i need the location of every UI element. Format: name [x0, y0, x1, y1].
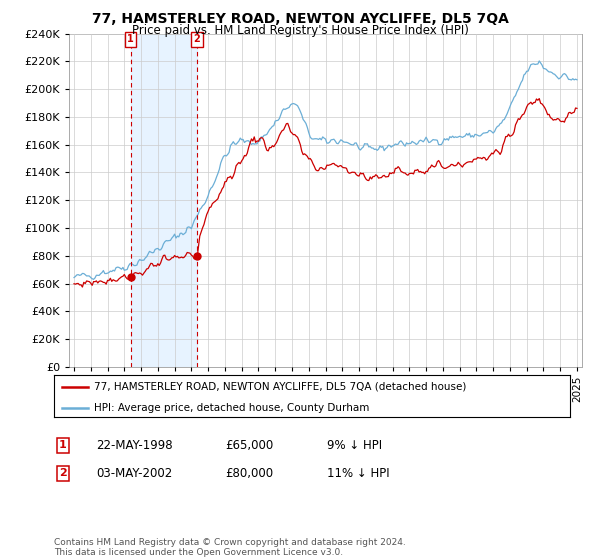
Text: 9% ↓ HPI: 9% ↓ HPI: [327, 438, 382, 452]
Text: 77, HAMSTERLEY ROAD, NEWTON AYCLIFFE, DL5 7QA: 77, HAMSTERLEY ROAD, NEWTON AYCLIFFE, DL…: [92, 12, 508, 26]
Text: £80,000: £80,000: [225, 466, 273, 480]
Text: 1: 1: [127, 34, 134, 44]
Text: 1: 1: [59, 440, 67, 450]
Text: 11% ↓ HPI: 11% ↓ HPI: [327, 466, 389, 480]
Text: 77, HAMSTERLEY ROAD, NEWTON AYCLIFFE, DL5 7QA (detached house): 77, HAMSTERLEY ROAD, NEWTON AYCLIFFE, DL…: [94, 382, 467, 392]
Bar: [131, 34, 197, 367]
Text: 2: 2: [194, 34, 200, 44]
Text: 2: 2: [59, 468, 67, 478]
Text: Contains HM Land Registry data © Crown copyright and database right 2024.
This d: Contains HM Land Registry data © Crown c…: [54, 538, 406, 557]
Text: £65,000: £65,000: [225, 438, 273, 452]
Text: Price paid vs. HM Land Registry's House Price Index (HPI): Price paid vs. HM Land Registry's House …: [131, 24, 469, 36]
Text: 03-MAY-2002: 03-MAY-2002: [96, 466, 172, 480]
Text: HPI: Average price, detached house, County Durham: HPI: Average price, detached house, Coun…: [94, 403, 370, 413]
Text: 22-MAY-1998: 22-MAY-1998: [96, 438, 173, 452]
